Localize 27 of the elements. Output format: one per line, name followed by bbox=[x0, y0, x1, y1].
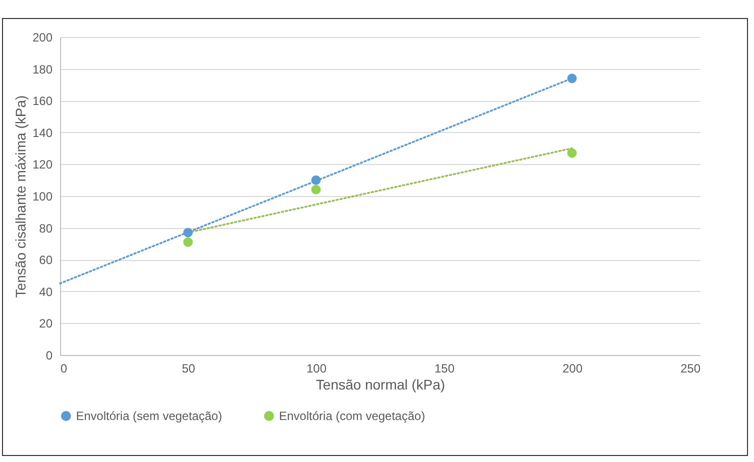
legend-label: Envoltória (sem vegetação) bbox=[76, 409, 222, 423]
y-tick-label: 80 bbox=[39, 221, 53, 236]
y-tick-label: 120 bbox=[32, 158, 53, 172]
x-tick-label: 100 bbox=[306, 362, 327, 376]
legend-label: Envoltória (com vegetação) bbox=[279, 409, 426, 423]
y-tick-label: 160 bbox=[32, 94, 53, 108]
point bbox=[311, 184, 321, 194]
point bbox=[183, 237, 193, 247]
point bbox=[567, 148, 577, 158]
x-tick-label: 200 bbox=[562, 362, 583, 376]
point bbox=[183, 228, 193, 238]
y-tick-label: 0 bbox=[46, 348, 53, 362]
point bbox=[311, 175, 321, 185]
y-axis-title: Tensão cisalhante máxima (kPa) bbox=[12, 95, 28, 298]
y-tick-label: 100 bbox=[32, 190, 53, 204]
y-tick-label: 200 bbox=[32, 30, 53, 44]
y-tick-label: 140 bbox=[32, 126, 53, 140]
point bbox=[567, 74, 577, 84]
x-axis-title: Tensão normal (kPa) bbox=[316, 376, 446, 392]
y-tick-label: 60 bbox=[39, 253, 53, 268]
y-tick-label: 20 bbox=[39, 316, 53, 331]
y-tick-label: 180 bbox=[32, 62, 53, 76]
x-tick-label: 50 bbox=[182, 362, 196, 376]
x-tick-label: 150 bbox=[434, 362, 455, 376]
x-tick-label: 250 bbox=[680, 362, 701, 376]
y-tick-label: 40 bbox=[39, 284, 53, 299]
x-tick-label: 0 bbox=[60, 362, 68, 376]
